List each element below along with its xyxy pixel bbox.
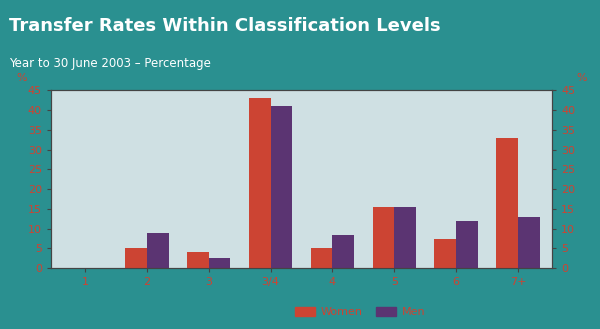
Bar	[373, 207, 394, 268]
Bar	[249, 98, 271, 268]
Legend: Women, Men: Women, Men	[290, 302, 430, 322]
Bar	[434, 239, 456, 268]
Bar	[311, 248, 332, 268]
Bar	[271, 106, 292, 268]
Bar	[518, 217, 539, 268]
Text: Year to 30 June 2003 – Percentage: Year to 30 June 2003 – Percentage	[9, 57, 211, 70]
Text: Transfer Rates Within Classification Levels: Transfer Rates Within Classification Lev…	[9, 17, 440, 35]
Bar	[187, 252, 209, 268]
Text: %: %	[16, 73, 26, 83]
Text: %: %	[577, 73, 587, 83]
Bar	[147, 233, 169, 268]
Bar	[456, 221, 478, 268]
Bar	[125, 248, 147, 268]
Bar	[394, 207, 416, 268]
Bar	[496, 138, 518, 268]
Bar	[332, 235, 354, 268]
Bar	[209, 258, 230, 268]
